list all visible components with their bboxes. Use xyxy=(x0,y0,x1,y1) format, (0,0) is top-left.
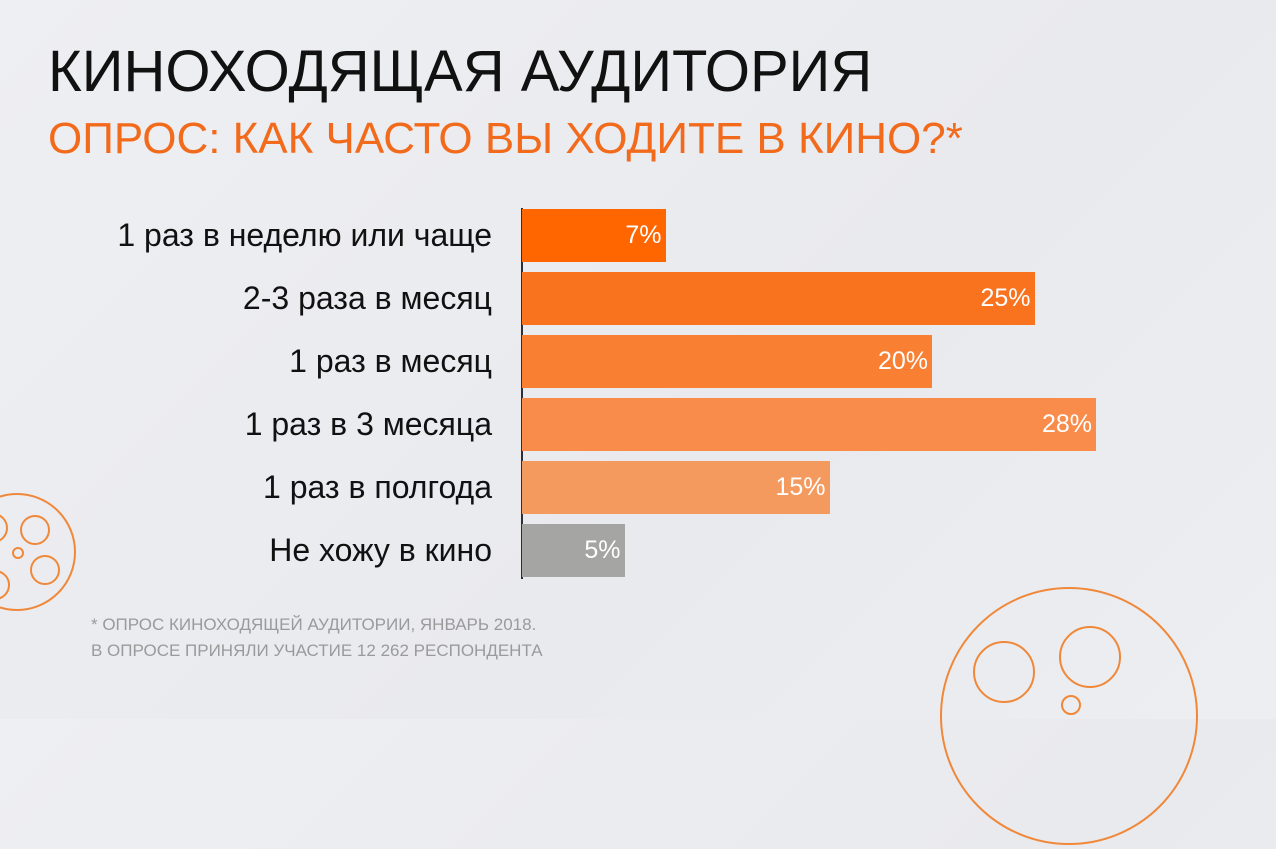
category-label: 1 раз в полгода xyxy=(263,469,492,505)
footnote-line-2: В ОПРОСЕ ПРИНЯЛИ УЧАСТИЕ 12 262 РЕСПОНДЕ… xyxy=(91,641,543,660)
bar: 7% xyxy=(522,209,666,262)
category-label: 2-3 раза в месяц xyxy=(242,280,492,316)
bar: 20% xyxy=(522,335,932,388)
bar: 15% xyxy=(522,461,830,514)
category-label: Не хожу в кино xyxy=(269,532,492,568)
category-label: 1 раз в 3 месяца xyxy=(244,406,492,442)
bar: 25% xyxy=(522,272,1035,325)
bar: 28% xyxy=(522,398,1096,451)
category-label: 1 раз в неделю или чаще xyxy=(117,217,492,253)
data-label: 25% xyxy=(980,284,1031,312)
page-title: КИНОХОДЯЩАЯ АУДИТОРИЯ xyxy=(48,39,873,104)
y-axis-line xyxy=(521,208,523,579)
data-label: 28% xyxy=(1041,410,1092,438)
film-reel-icon xyxy=(940,587,1198,845)
data-label: 7% xyxy=(625,221,662,249)
footnote-line-1: * ОПРОС КИНОХОДЯЩЕЙ АУДИТОРИИ, ЯНВАРЬ 20… xyxy=(91,615,537,634)
category-label: 1 раз в месяц xyxy=(289,343,492,379)
data-label: 15% xyxy=(775,473,826,501)
film-reel-icon xyxy=(0,493,76,611)
page-subtitle: ОПРОС: КАК ЧАСТО ВЫ ХОДИТЕ В КИНО?* xyxy=(48,114,963,163)
data-label: 5% xyxy=(584,536,621,564)
bar: 5% xyxy=(522,524,625,577)
data-label: 20% xyxy=(877,347,928,375)
